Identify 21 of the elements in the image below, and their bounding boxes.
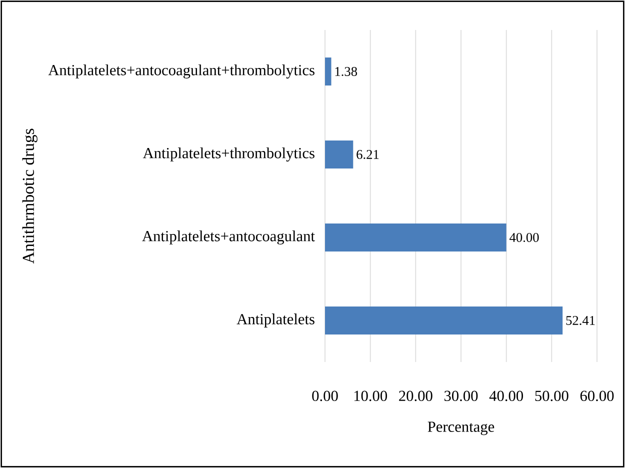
x-tick-label: 20.00 bbox=[399, 390, 432, 402]
x-tick-label: 0.00 bbox=[312, 390, 338, 402]
data-label: 52.41 bbox=[566, 316, 595, 326]
y-tick-label: Antiplatelets+antocoagulant bbox=[142, 230, 315, 244]
x-tick-label: 50.00 bbox=[535, 390, 568, 402]
data-label: 6.21 bbox=[356, 150, 379, 160]
bar bbox=[325, 224, 506, 252]
data-label: 40.00 bbox=[510, 232, 539, 242]
x-axis-title: Percentage bbox=[428, 422, 494, 436]
y-tick-label: Antiplatelets+antocoagulant+thrombolytics bbox=[48, 64, 314, 78]
x-tick-label: 40.00 bbox=[489, 390, 524, 402]
x-tick-label: 60.00 bbox=[580, 390, 614, 402]
x-tick-label: 30.00 bbox=[444, 390, 478, 402]
y-tick-label: Antiplatelets bbox=[236, 314, 314, 328]
y-axis-title: Antithrmbotic drugs bbox=[22, 128, 38, 264]
bar bbox=[325, 140, 354, 169]
data-label: 1.38 bbox=[335, 66, 358, 76]
x-tick-label: 10.00 bbox=[354, 390, 388, 402]
y-tick-label: Antiplatelets+thrombolytics bbox=[142, 148, 314, 162]
bar bbox=[325, 58, 332, 86]
bar bbox=[325, 306, 563, 335]
